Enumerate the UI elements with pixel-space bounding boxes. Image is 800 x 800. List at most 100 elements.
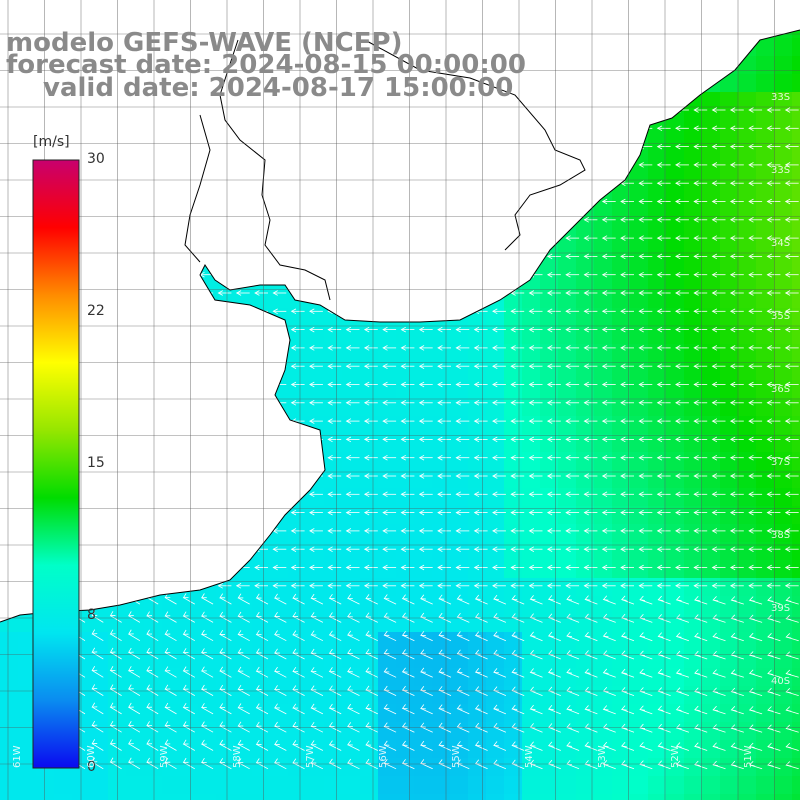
field-cell — [612, 434, 630, 452]
field-cell — [342, 326, 360, 344]
field-cell — [504, 524, 522, 542]
field-cell — [702, 200, 720, 218]
field-cell — [630, 470, 648, 488]
wind-arrow — [529, 704, 543, 715]
wind-arrow — [693, 308, 708, 315]
field-cell — [756, 614, 774, 632]
wind-arrow — [638, 308, 653, 315]
field-cell — [360, 560, 378, 578]
field-cell — [576, 560, 594, 578]
wind-arrow — [274, 593, 287, 605]
field-cell — [504, 344, 522, 362]
wind-arrow — [601, 454, 616, 461]
field-cell — [648, 650, 666, 668]
wind-arrow — [327, 436, 342, 443]
field-cell — [738, 236, 756, 254]
wind-arrow — [583, 235, 598, 241]
wind-arrow — [711, 418, 726, 424]
lon-label-59w: 59W — [159, 745, 170, 768]
field-cell — [792, 614, 800, 632]
wind-arrow — [272, 546, 287, 552]
field-cell — [504, 434, 522, 452]
wind-arrow — [693, 363, 708, 369]
field-cell — [774, 470, 792, 488]
wind-arrow — [217, 290, 232, 296]
field-cell — [630, 776, 648, 794]
wind-arrow — [583, 491, 598, 498]
field-cell — [522, 506, 540, 524]
wind-arrow — [456, 594, 470, 605]
wind-arrow — [711, 271, 726, 278]
field-cell — [378, 362, 396, 380]
field-cell — [774, 794, 792, 800]
field-cell — [702, 236, 720, 254]
field-cell — [486, 668, 504, 686]
wind-arrow — [565, 308, 580, 315]
wind-arrow — [456, 631, 470, 642]
wind-arrow — [164, 593, 177, 605]
wind-arrow — [365, 594, 378, 605]
field-cell — [540, 290, 558, 308]
field-cell — [792, 398, 800, 416]
field-cell — [468, 452, 486, 470]
field-cell — [270, 794, 288, 800]
wind-arrow — [748, 706, 763, 715]
field-cell — [774, 38, 792, 56]
field-cell — [594, 272, 612, 290]
field-cell — [612, 290, 630, 308]
wind-arrow — [109, 720, 122, 733]
field-cell — [252, 686, 270, 704]
field-cell — [738, 542, 756, 560]
wind-arrow — [511, 631, 525, 642]
wind-arrow — [711, 253, 726, 260]
wind-arrow — [418, 381, 433, 388]
wind-arrow — [274, 666, 287, 678]
field-cell — [720, 524, 738, 542]
field-cell — [486, 740, 504, 758]
wind-arrow — [711, 308, 726, 315]
wind-arrow — [711, 125, 726, 132]
field-cell — [738, 92, 756, 110]
field-cell — [738, 380, 756, 398]
wind-arrow — [437, 473, 451, 479]
field-cell — [468, 524, 486, 542]
field-cell — [666, 524, 684, 542]
field-cell — [756, 182, 774, 200]
wind-arrow — [620, 418, 634, 424]
field-cell — [432, 596, 450, 614]
wind-arrow — [711, 326, 726, 333]
field-cell — [684, 362, 702, 380]
field-cell — [360, 650, 378, 668]
field-cell — [684, 236, 702, 254]
wind-arrow — [255, 593, 269, 605]
field-cell — [180, 776, 198, 794]
wind-arrow — [583, 363, 598, 369]
field-cell — [666, 344, 684, 362]
field-cell — [432, 704, 450, 722]
field-cell — [774, 128, 792, 146]
field-cell — [468, 326, 486, 344]
field-cell — [144, 794, 162, 800]
wind-arrow — [309, 546, 323, 552]
field-cell — [720, 776, 738, 794]
field-cell — [648, 776, 666, 794]
field-cell — [792, 578, 800, 596]
field-cell — [288, 614, 306, 632]
wind-arrow — [347, 667, 360, 678]
wind-arrow — [128, 739, 141, 751]
field-cell — [774, 560, 792, 578]
field-cell — [648, 398, 666, 416]
field-cell — [180, 596, 198, 614]
wind-arrow — [146, 611, 159, 623]
field-cell — [144, 668, 162, 686]
wind-arrow — [693, 583, 708, 589]
wind-arrow — [639, 668, 653, 678]
wind-arrow — [345, 491, 360, 498]
wind-arrow — [729, 546, 744, 552]
field-cell — [108, 614, 126, 632]
field-cell — [576, 776, 594, 794]
field-cell — [342, 776, 360, 794]
field-cell — [414, 470, 432, 488]
field-cell — [738, 164, 756, 182]
field-cell — [486, 398, 504, 416]
